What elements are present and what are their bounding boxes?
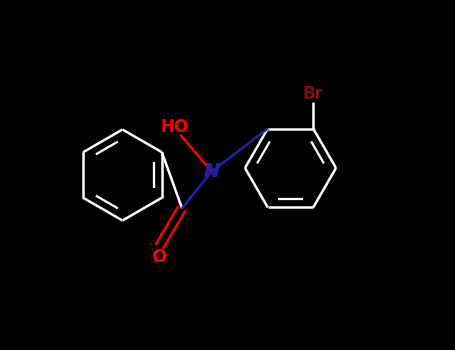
Text: Br: Br — [303, 85, 324, 103]
Text: O: O — [152, 247, 167, 266]
Text: N: N — [203, 162, 220, 181]
Text: HO: HO — [161, 118, 189, 136]
